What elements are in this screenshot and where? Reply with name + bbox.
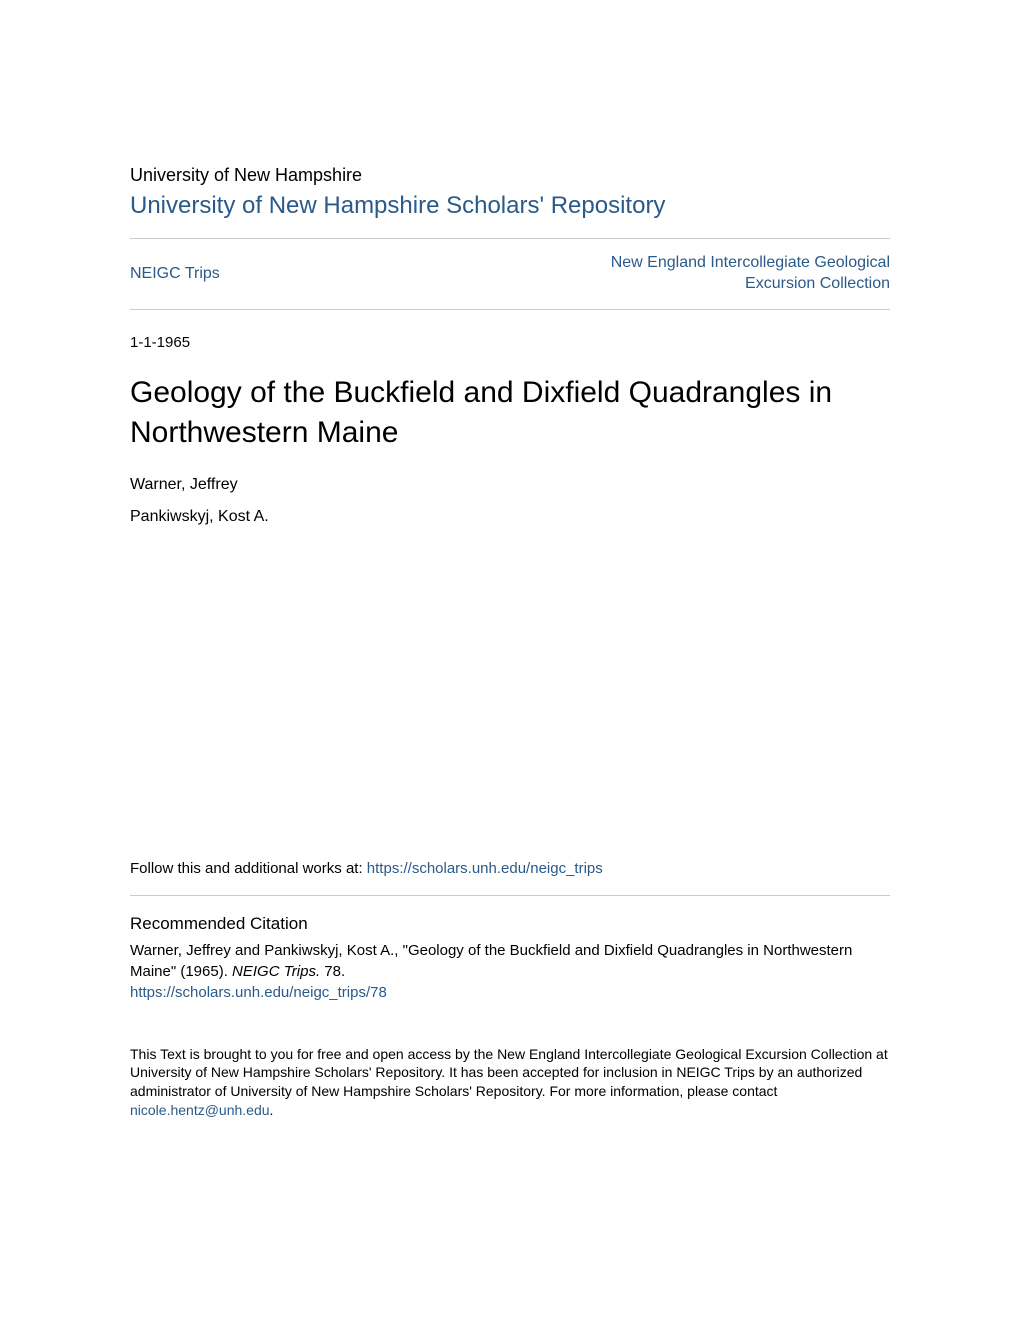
paper-title: Geology of the Buckfield and Dixfield Qu… <box>130 373 890 454</box>
author-1: Warner, Jeffrey <box>130 476 890 494</box>
footer-text: This Text is brought to you for free and… <box>130 1045 890 1121</box>
footer-email-link[interactable]: nicole.hentz@unh.edu <box>130 1102 270 1118</box>
footer-part1: This Text is brought to you for free and… <box>130 1046 888 1100</box>
university-name: University of New Hampshire <box>130 165 890 186</box>
publication-date: 1-1-1965 <box>130 334 890 351</box>
citation-italic: NEIGC Trips. <box>232 963 320 980</box>
nav-row: NEIGC Trips New England Intercollegiate … <box>130 239 890 309</box>
citation-heading: Recommended Citation <box>130 914 890 934</box>
citation-part2: 78. <box>320 963 345 980</box>
spacer <box>130 540 890 860</box>
follow-prefix: Follow this and additional works at: <box>130 860 367 877</box>
divider-citation <box>130 895 890 896</box>
nav-right-line1: New England Intercollegiate Geological <box>611 253 890 274</box>
author-2: Pankiwskyj, Kost A. <box>130 508 890 526</box>
citation-text: Warner, Jeffrey and Pankiwskyj, Kost A.,… <box>130 940 890 982</box>
header-section: University of New Hampshire University o… <box>130 165 890 220</box>
citation-link[interactable]: https://scholars.unh.edu/neigc_trips/78 <box>130 984 890 1001</box>
footer-part2: . <box>270 1102 274 1118</box>
divider-nav <box>130 309 890 310</box>
citation-section: Recommended Citation Warner, Jeffrey and… <box>130 914 890 1001</box>
nav-left-link[interactable]: NEIGC Trips <box>130 265 220 283</box>
nav-right-line2: Excursion Collection <box>611 274 890 295</box>
nav-right-link[interactable]: New England Intercollegiate Geological E… <box>611 253 890 295</box>
follow-line: Follow this and additional works at: htt… <box>130 860 890 877</box>
follow-url-link[interactable]: https://scholars.unh.edu/neigc_trips <box>367 860 603 877</box>
repository-link[interactable]: University of New Hampshire Scholars' Re… <box>130 192 890 220</box>
